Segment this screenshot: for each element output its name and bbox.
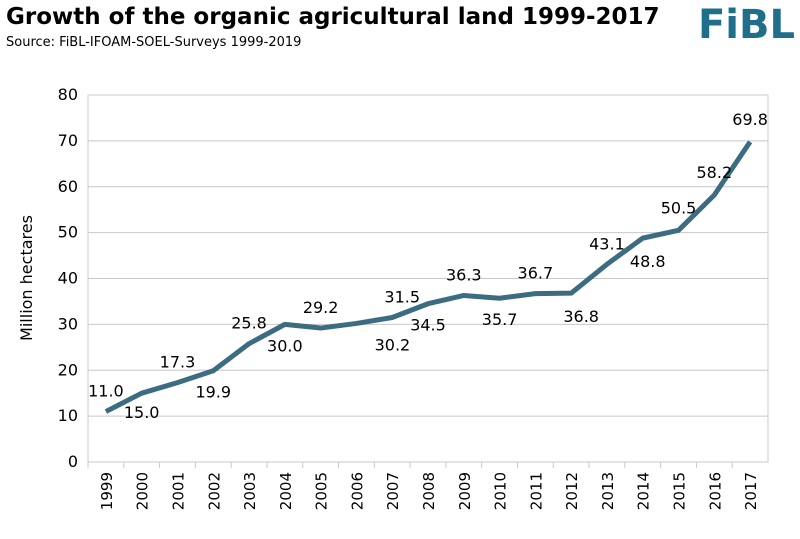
x-tick-label: 2016 — [706, 472, 724, 510]
data-label: 43.1 — [589, 234, 625, 253]
data-label: 17.3 — [160, 353, 196, 372]
data-label: 29.2 — [303, 298, 339, 317]
x-tick-label: 2006 — [348, 472, 366, 510]
x-tick-label: 2003 — [241, 472, 259, 510]
x-tick-label: 2017 — [742, 472, 760, 510]
data-label: 25.8 — [231, 314, 267, 333]
y-tick-label: 60 — [58, 177, 78, 196]
y-tick-label: 50 — [58, 223, 78, 242]
x-tick-label: 2001 — [169, 472, 187, 510]
data-label: 69.8 — [732, 110, 768, 129]
data-label: 36.8 — [563, 307, 599, 326]
y-tick-label: 0 — [68, 452, 78, 471]
data-label: 35.7 — [482, 310, 518, 329]
x-tick-label: 2004 — [277, 472, 295, 510]
x-tick-label: 2015 — [671, 472, 689, 510]
data-label: 36.7 — [518, 264, 554, 283]
x-tick-label: 1999 — [98, 472, 116, 510]
data-label: 19.9 — [195, 383, 231, 402]
x-tick-label: 2005 — [313, 472, 331, 510]
chart-subtitle: Source: FiBL-IFOAM-SOEL-Surveys 1999-201… — [6, 35, 301, 50]
x-tick-label: 2013 — [599, 472, 617, 510]
data-line — [104, 140, 753, 414]
data-label: 48.8 — [630, 252, 666, 271]
x-tick-label: 2007 — [384, 472, 402, 510]
data-label: 36.3 — [446, 265, 482, 284]
y-tick-label: 40 — [58, 269, 78, 288]
chart-title: Growth of the organic agricultural land … — [6, 4, 660, 30]
data-label: 30.0 — [267, 336, 303, 355]
y-tick-label: 20 — [58, 360, 78, 379]
data-label: 15.0 — [124, 403, 160, 422]
data-label: 58.2 — [697, 163, 733, 182]
x-tick-label: 2011 — [527, 472, 545, 510]
x-tick-label: 2002 — [205, 472, 223, 510]
y-axis-label: Million hectares — [17, 215, 36, 341]
data-label: 30.2 — [375, 335, 411, 354]
y-tick-label: 70 — [58, 131, 78, 150]
x-tick-label: 2012 — [563, 472, 581, 510]
x-tick-label: 2008 — [420, 472, 438, 510]
logo: FiBL — [698, 2, 795, 48]
y-tick-label: 10 — [58, 406, 78, 425]
x-tick-label: 2010 — [492, 472, 510, 510]
x-tick-label: 2014 — [635, 472, 653, 510]
data-label: 50.5 — [661, 198, 697, 217]
y-tick-label: 30 — [58, 314, 78, 333]
data-label: 11.0 — [88, 382, 124, 401]
data-label: 31.5 — [384, 287, 420, 306]
x-tick-label: 2009 — [456, 472, 474, 510]
y-tick-label: 80 — [58, 85, 78, 104]
x-tick-label: 2000 — [134, 472, 152, 510]
data-label: 34.5 — [410, 316, 446, 335]
